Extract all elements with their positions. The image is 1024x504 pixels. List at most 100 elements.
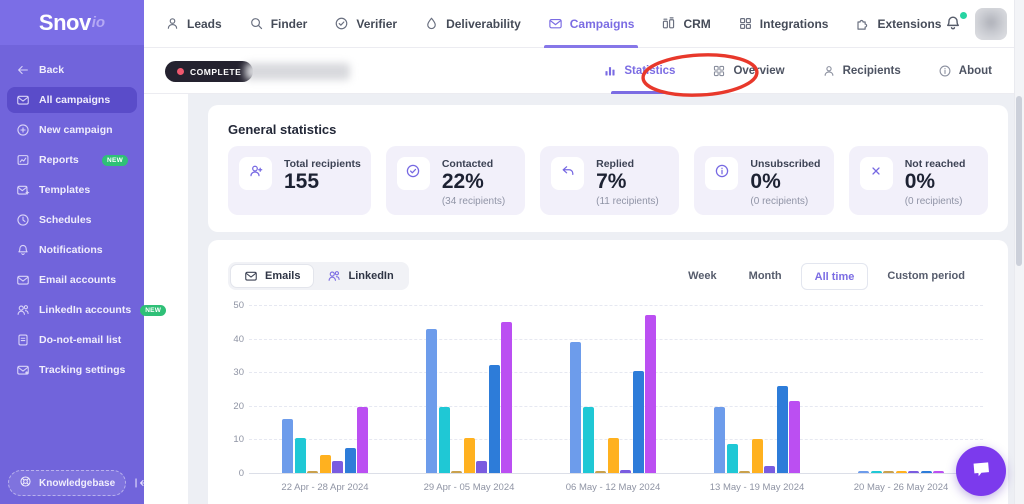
sidebar-item-do-not-email-list[interactable]: Do-not-email list [7,327,137,353]
bar-cyan-20-may-26-may-2024[interactable] [870,471,882,473]
period-custom-period[interactable]: Custom period [887,269,965,282]
nav-item-finder[interactable]: Finder [249,0,307,48]
content-left-gutter [144,94,188,504]
bar-blue-20-may-26-may-2024[interactable] [920,471,932,473]
bar-violet-13-may-19-may-2024[interactable] [764,466,775,473]
bar-periwinkle-22-apr-28-apr-2024[interactable] [282,419,293,473]
toggle-linkedin[interactable]: LinkedIn [314,264,406,288]
bar-orange-13-may-19-may-2024[interactable] [751,439,763,473]
bar-magenta-06-may-12-may-2024[interactable] [645,315,656,473]
plus-circle-icon [16,123,30,137]
nav-item-integrations[interactable]: Integrations [738,0,829,48]
bar-cyan-29-apr-05-may-2024[interactable] [438,407,450,473]
stat-label: Replied [596,158,635,170]
general-statistics-panel: General statistics Total recipients 155 Co… [208,105,1008,232]
bar-gold-13-may-19-may-2024[interactable] [739,471,750,473]
period-selector: Week Month All time Custom period [675,262,978,290]
bar-blue-29-apr-05-may-2024[interactable] [488,365,500,473]
bar-violet-20-may-26-may-2024[interactable] [908,471,919,473]
collapse-sidebar-icon[interactable] [130,474,148,492]
bar-periwinkle-20-may-26-may-2024[interactable] [858,471,869,473]
avatar[interactable] [975,8,1007,40]
sidebar-item-label: Back [39,64,65,76]
bar-violet-29-apr-05-may-2024[interactable] [476,461,487,473]
envelope-plus-icon [16,183,30,197]
bar-orange-22-apr-28-apr-2024[interactable] [319,454,331,473]
sidebar-item-reports[interactable]: Reports NEW [7,147,137,173]
sidebar-item-tracking-settings[interactable]: Tracking settings [7,357,137,383]
period-month[interactable]: Month [748,269,782,282]
bar-blue-06-may-12-may-2024[interactable] [632,370,644,473]
nav-item-label: CRM [683,16,711,31]
puzzle-icon [855,16,870,31]
stat-icon-box [859,157,893,190]
bar-magenta-29-apr-05-may-2024[interactable] [501,321,512,473]
bar-magenta-13-may-19-may-2024[interactable] [789,400,800,473]
bar-gold-06-may-12-may-2024[interactable] [595,471,606,473]
nav-item-leads[interactable]: Leads [165,0,222,48]
sidebar-item-linkedin-accounts[interactable]: LinkedIn accounts NEW [7,297,167,323]
period-all-time[interactable]: All time [800,262,869,290]
bar-cyan-13-may-19-may-2024[interactable] [726,444,738,473]
bar-cyan-06-may-12-may-2024[interactable] [582,407,594,473]
stat-icon-box [396,157,430,190]
stat-value: 0% [750,170,781,193]
bar-blue-22-apr-28-apr-2024[interactable] [344,447,356,473]
bar-blue-13-may-19-may-2024[interactable] [776,385,788,473]
status-label: COMPLETE [190,66,242,77]
bar-violet-06-may-12-may-2024[interactable] [620,469,631,473]
notifications-bell-button[interactable] [944,11,968,36]
bar-periwinkle-06-may-12-may-2024[interactable] [570,341,581,473]
stat-cards-row: Total recipients 155 Contacted 22% (34 recip… [228,146,989,215]
bar-orange-29-apr-05-may-2024[interactable] [463,437,475,473]
tab-overview[interactable]: Overview [712,48,785,94]
status-badge: COMPLETE [165,61,254,82]
person-icon [822,64,836,78]
sidebar-item-back[interactable]: Back [7,57,137,83]
bar-gold-20-may-26-may-2024[interactable] [883,471,894,473]
chat-bubble-icon [968,456,994,487]
nav-item-label: Integrations [759,16,829,31]
logo[interactable]: Snov io [0,0,144,45]
bar-magenta-20-may-26-may-2024[interactable] [933,471,944,473]
bar-magenta-22-apr-28-apr-2024[interactable] [357,407,368,473]
bar-gold-29-apr-05-may-2024[interactable] [451,471,462,473]
users-icon [16,303,30,317]
bar-orange-06-may-12-may-2024[interactable] [607,437,619,473]
tab-about[interactable]: About [938,48,992,94]
sidebar-item-notifications[interactable]: Notifications [7,237,137,263]
sidebar-item-all-campaigns[interactable]: All campaigns [7,87,137,113]
new-badge: NEW [140,304,167,316]
envelope-dot-icon [16,363,30,377]
stat-card-not-reached: Not reached 0% (0 recipients) [848,146,989,215]
tab-statistics[interactable]: Statistics [603,48,675,94]
bar-violet-22-apr-28-apr-2024[interactable] [332,461,343,473]
scrollbar-thumb[interactable] [1016,96,1022,266]
sidebar-item-label: Templates [39,184,91,196]
nav-item-extensions[interactable]: Extensions [855,0,941,48]
chat-widget-button[interactable] [956,446,1006,496]
nav-item-deliverability[interactable]: Deliverability [424,0,521,48]
stat-label: Not reached [904,158,966,170]
nav-item-verifier[interactable]: Verifier [334,0,397,48]
bar-periwinkle-13-may-19-may-2024[interactable] [714,407,725,473]
sidebar-item-templates[interactable]: Templates [7,177,137,203]
knowledgebase-button[interactable]: Knowledgebase [8,470,127,496]
sidebar-item-schedules[interactable]: Schedules [7,207,137,233]
person-plus-icon [248,163,264,184]
bar-orange-20-may-26-may-2024[interactable] [895,471,907,473]
general-statistics-title: General statistics [228,122,337,137]
toggle-emails[interactable]: Emails [230,264,315,288]
tab-recipients[interactable]: Recipients [822,48,901,94]
sidebar-item-label: Do-not-email list [39,334,122,346]
nav-item-crm[interactable]: CRM [661,0,711,48]
sidebar-item-email-accounts[interactable]: Email accounts [7,267,137,293]
stat-value: 155 [284,170,320,193]
period-week[interactable]: Week [688,269,717,282]
bar-gold-22-apr-28-apr-2024[interactable] [307,471,318,473]
sidebar-item-new-campaign[interactable]: New campaign [7,117,137,143]
nav-item-campaigns[interactable]: Campaigns [543,0,639,48]
bar-cyan-22-apr-28-apr-2024[interactable] [294,437,306,473]
sidebar: Snov io Back All campaigns New campaign Repo… [0,0,167,504]
bar-periwinkle-29-apr-05-may-2024[interactable] [426,328,437,473]
